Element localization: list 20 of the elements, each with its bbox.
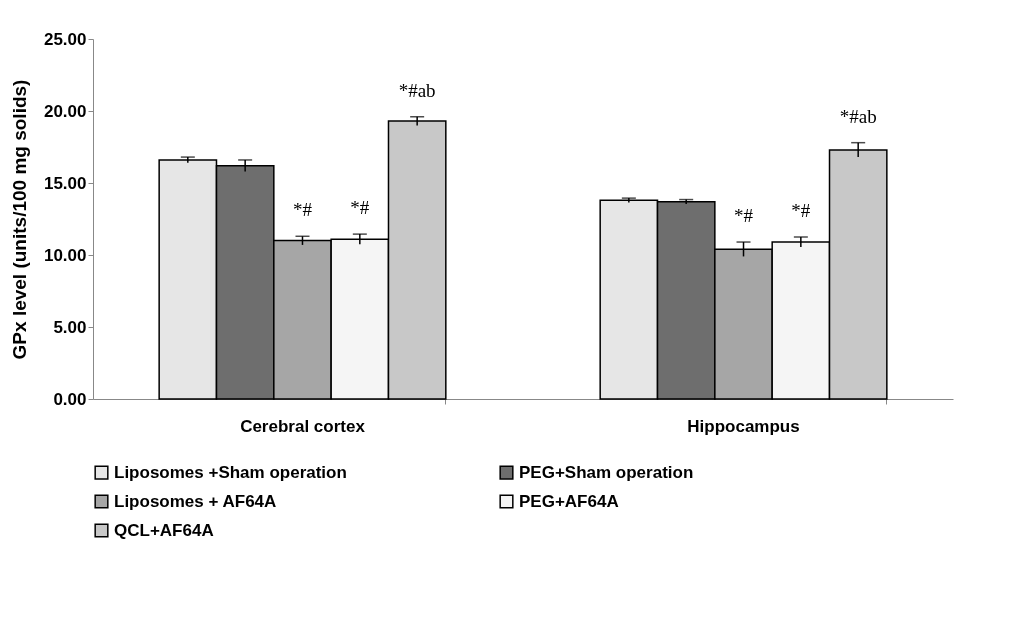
data-label: *#ab [839, 105, 877, 127]
legend-label: QCL+AF64A [114, 520, 214, 540]
legend-label: Liposomes + AF64A [114, 491, 277, 511]
data-label: *# [734, 205, 754, 227]
legend-label: PEG+Sham operation [519, 462, 694, 482]
y-tick-label: 20.00 [43, 101, 87, 121]
x-tick-label: Cerebral cortex [240, 416, 366, 436]
data-label: *# [292, 199, 313, 221]
data-label: *# [350, 197, 370, 219]
y-tick-label: 10.00 [43, 245, 87, 265]
y-tick-label: 5.00 [53, 317, 87, 337]
data-label: *#ab [398, 79, 436, 101]
y-tick-label: 25.00 [43, 29, 87, 49]
legend-label: PEG+AF64A [519, 491, 619, 511]
y-axis-title: GPx level (units/100 mg solids) [8, 79, 30, 360]
x-tick-label: Hippocampus [687, 416, 800, 436]
legend-label: Liposomes +Sham operation [114, 462, 347, 482]
data-label: *# [791, 200, 811, 221]
y-tick-label: 0.00 [53, 389, 87, 409]
y-tick-label: 15.00 [43, 173, 87, 193]
